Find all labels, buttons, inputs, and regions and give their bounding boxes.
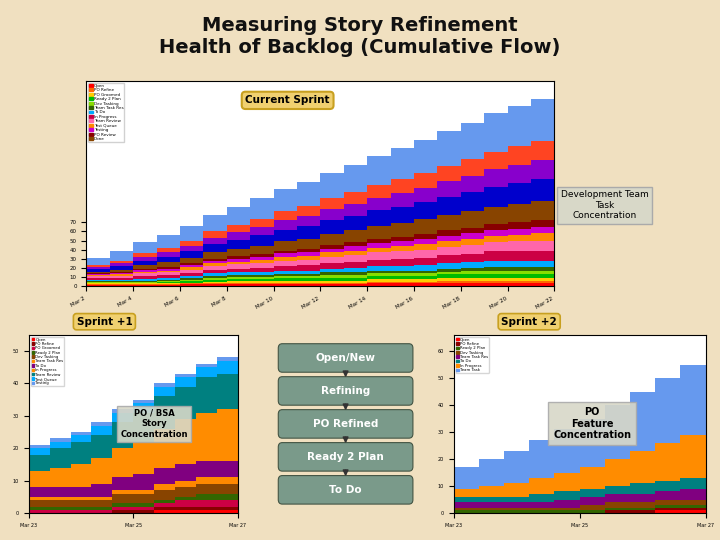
Text: Ready 2 Plan: Ready 2 Plan — [307, 452, 384, 462]
Text: PO / BSA
Story
Concentration: PO / BSA Story Concentration — [120, 409, 188, 439]
Text: Current Sprint: Current Sprint — [246, 96, 330, 105]
Legend: Open, PO Refine, PO Groomed, Ready 2 Plan, Dev Tasking, Team Task Res, To Do, In: Open, PO Refine, PO Groomed, Ready 2 Pla… — [89, 83, 125, 141]
Text: To Do: To Do — [329, 485, 362, 495]
Text: PO
Feature
Concentration: PO Feature Concentration — [553, 407, 631, 441]
Text: Sprint +2: Sprint +2 — [501, 316, 557, 327]
FancyBboxPatch shape — [278, 344, 413, 372]
Text: PO Refined: PO Refined — [313, 419, 378, 429]
FancyBboxPatch shape — [278, 443, 413, 471]
Text: Development Team
Task
Concentration: Development Team Task Concentration — [561, 190, 649, 220]
Text: Refining: Refining — [321, 386, 370, 396]
FancyBboxPatch shape — [278, 476, 413, 504]
Legend: Open, PO Refine, PO Groomed, Ready 2 Plan, Dev Tasking, Team Task Res, To Do, In: Open, PO Refine, PO Groomed, Ready 2 Pla… — [31, 337, 64, 386]
Text: Open/New: Open/New — [315, 353, 376, 363]
Text: Measuring Story Refinement
Health of Backlog (Cumulative Flow): Measuring Story Refinement Health of Bac… — [159, 16, 561, 57]
Legend: Open, PO Refine, Ready 2 Plan, Dev Tasking, Team Task Res, To Do, In Progress, T: Open, PO Refine, Ready 2 Plan, Dev Taski… — [456, 337, 489, 373]
FancyBboxPatch shape — [278, 377, 413, 405]
Text: Sprint +1: Sprint +1 — [76, 316, 132, 327]
FancyBboxPatch shape — [278, 410, 413, 438]
